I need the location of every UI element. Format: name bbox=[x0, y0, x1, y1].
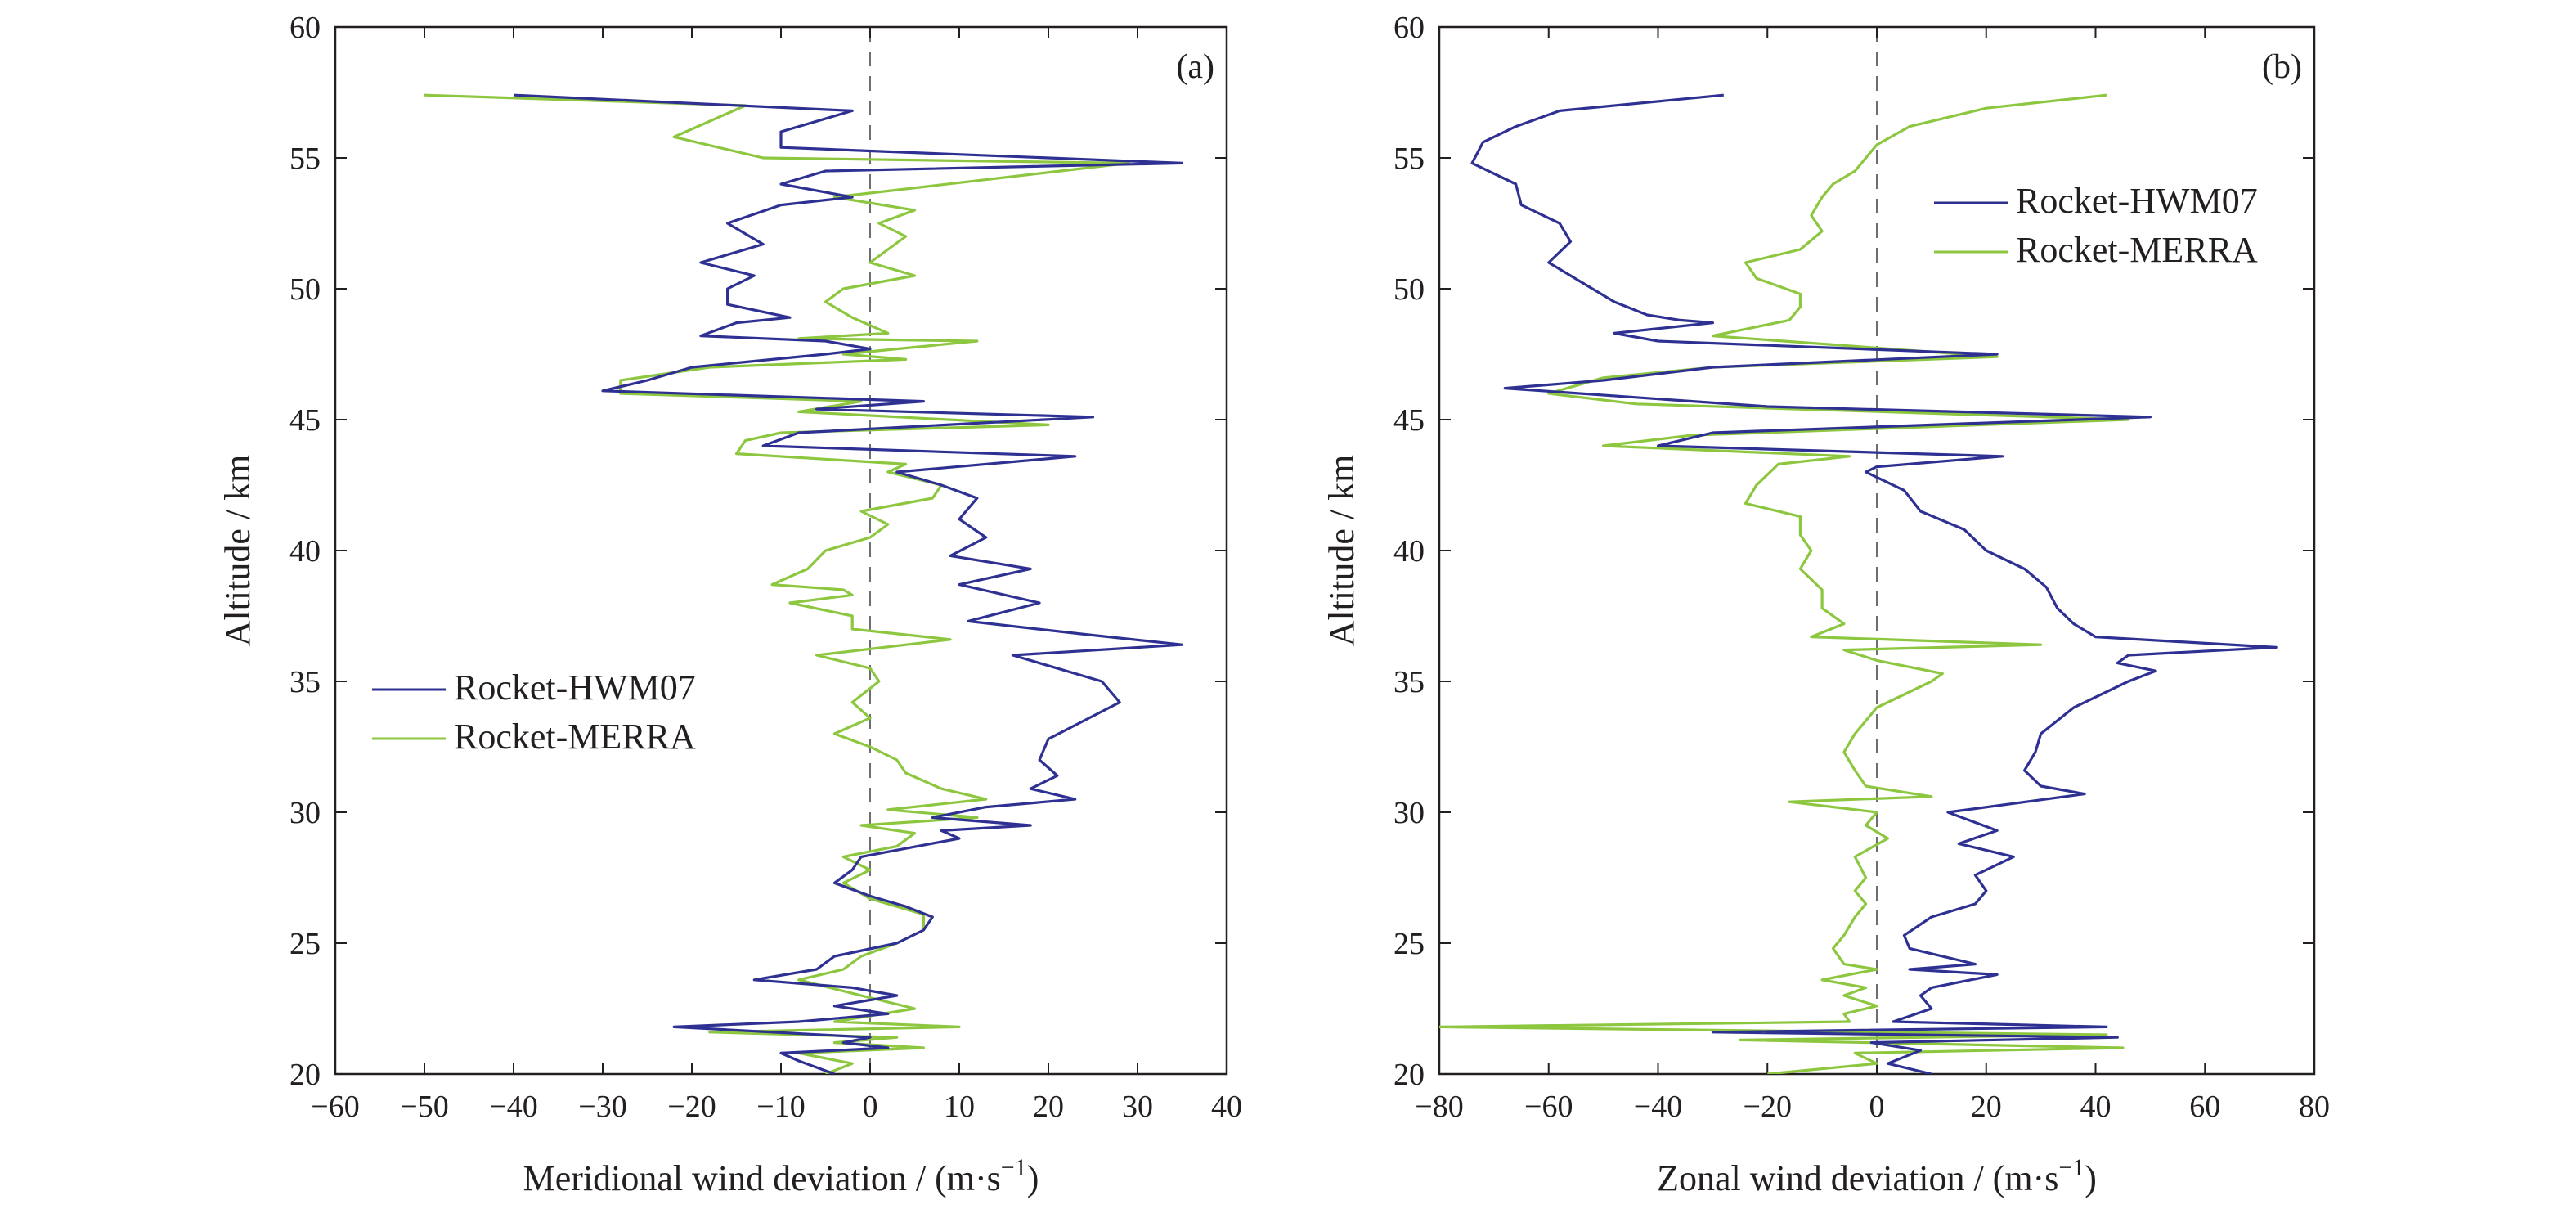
x-tick-label: −20 bbox=[667, 1090, 716, 1124]
series-line-rocket-hwm07 bbox=[1470, 93, 2278, 1074]
x-tick-label: 40 bbox=[1211, 1090, 1242, 1124]
x-tick-label: −80 bbox=[1415, 1090, 1463, 1124]
x-tick-label: −60 bbox=[311, 1090, 359, 1124]
x-axis-label-close: ) bbox=[2085, 1158, 2097, 1198]
x-tick-label: 20 bbox=[1971, 1090, 2002, 1124]
legend-label-rocket-hwm07: Rocket-HWM07 bbox=[2016, 181, 2258, 221]
legend-label-rocket-merra: Rocket-MERRA bbox=[2016, 230, 2258, 270]
x-tick-label: 30 bbox=[1122, 1090, 1153, 1124]
series-line-rocket-merra bbox=[1439, 93, 2130, 1074]
y-tick-label: 55 bbox=[1393, 142, 1425, 176]
y-tick-label: 20 bbox=[289, 1058, 321, 1092]
y-tick-label: 30 bbox=[1393, 796, 1425, 830]
x-tick-label: 20 bbox=[1033, 1090, 1064, 1124]
legend-label-rocket-hwm07: Rocket-HWM07 bbox=[454, 667, 696, 708]
y-tick-label: 35 bbox=[289, 665, 321, 699]
x-tick-label: 60 bbox=[2189, 1090, 2220, 1124]
panel-label: (b) bbox=[2262, 48, 2302, 86]
x-tick-label: −40 bbox=[1634, 1090, 1682, 1124]
x-axis-label: Meridional wind deviation / (m·s−1) bbox=[523, 1154, 1039, 1198]
x-tick-label: −40 bbox=[489, 1090, 537, 1124]
y-tick-label: 40 bbox=[289, 534, 321, 569]
x-axis-unit-exponent: −1 bbox=[2058, 1154, 2085, 1181]
x-tick-label: 40 bbox=[2080, 1090, 2112, 1124]
y-tick-label: 35 bbox=[1393, 665, 1425, 699]
y-tick-label: 25 bbox=[289, 927, 321, 961]
y-tick-label: 40 bbox=[1393, 534, 1425, 569]
y-axis-label: Altitude / km bbox=[218, 455, 258, 647]
y-tick-label: 30 bbox=[289, 796, 321, 830]
panel-b-zonal: −80 −60 −40 −20 0 20 40 60 80 20 25 30 35 40 45 50 55 60 Z… bbox=[1322, 11, 2330, 1198]
y-tick-label: 25 bbox=[1393, 927, 1425, 961]
x-tick-label: −60 bbox=[1524, 1090, 1573, 1124]
x-tick-label: 0 bbox=[863, 1090, 878, 1124]
y-tick-label: 50 bbox=[289, 272, 321, 307]
y-tick-label: 60 bbox=[1393, 11, 1425, 45]
y-tick-label: 60 bbox=[289, 11, 321, 45]
x-tick-label: −20 bbox=[1744, 1090, 1792, 1124]
x-tick-label: 0 bbox=[1869, 1090, 1885, 1124]
x-tick-label: 10 bbox=[944, 1090, 975, 1124]
x-tick-label: −30 bbox=[578, 1090, 626, 1124]
series-line-rocket-merra bbox=[424, 93, 1130, 1074]
y-tick-label: 55 bbox=[289, 142, 321, 176]
y-tick-label: 20 bbox=[1393, 1058, 1425, 1092]
x-axis-unit-exponent: −1 bbox=[1001, 1154, 1027, 1181]
x-tick-label: −50 bbox=[400, 1090, 448, 1124]
panel-a-meridional: −60 −50 −40 −30 −20 −10 0 10 20 30 40 20 25 30 35 40 45 5… bbox=[218, 11, 1242, 1198]
series-line-rocket-hwm07 bbox=[513, 93, 1184, 1074]
x-tick-label: 80 bbox=[2299, 1090, 2330, 1124]
y-axis-label: Altitude / km bbox=[1322, 455, 1362, 647]
x-axis-label-close: ) bbox=[1027, 1158, 1039, 1198]
x-axis-label: Zonal wind deviation / (m·s−1) bbox=[1657, 1154, 2097, 1198]
panel-label: (a) bbox=[1176, 48, 1214, 86]
y-tick-label: 50 bbox=[1393, 272, 1425, 307]
legend-label-rocket-merra: Rocket-MERRA bbox=[454, 717, 696, 757]
x-tick-label: −10 bbox=[756, 1090, 805, 1124]
y-tick-label: 45 bbox=[1393, 403, 1425, 438]
y-tick-label: 45 bbox=[289, 403, 321, 438]
